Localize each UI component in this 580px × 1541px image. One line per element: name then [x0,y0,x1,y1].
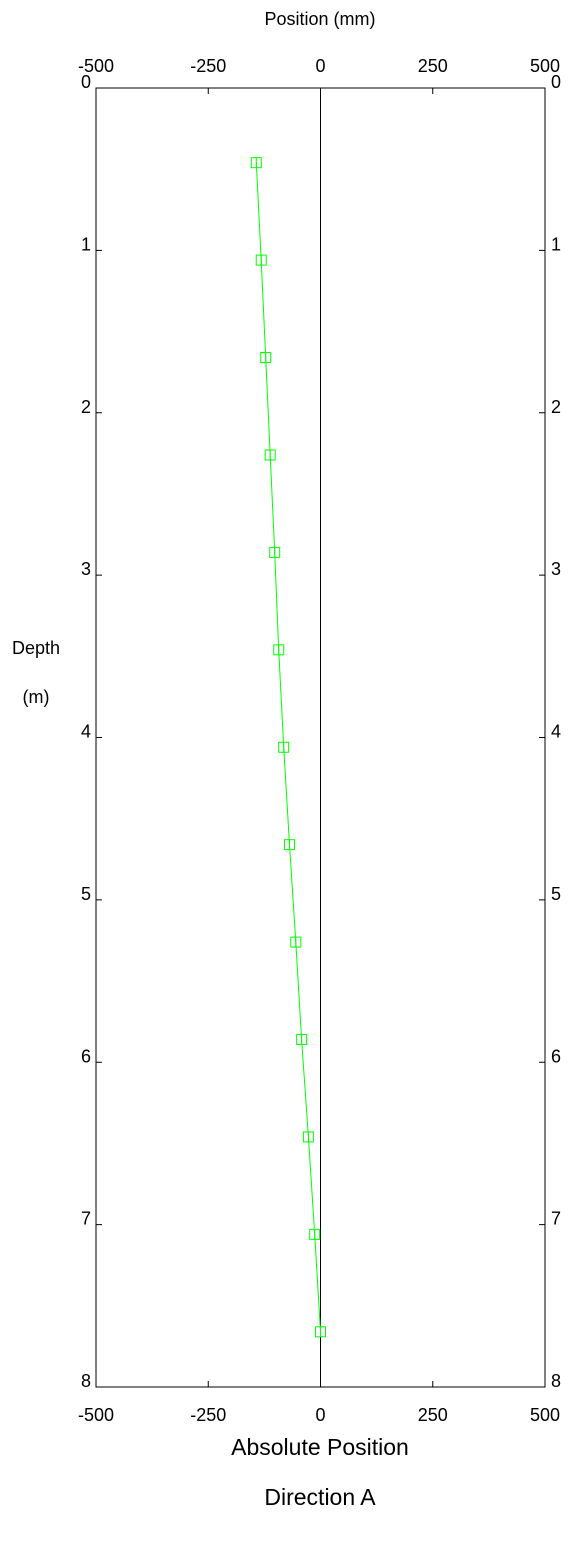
y-tick-label-left: 8 [81,1371,91,1391]
x-tick-label-bottom: 0 [315,1405,325,1425]
chart-title-line-1: Absolute Position [231,1434,409,1460]
x-axis-title: Position (mm) [264,9,375,29]
y-tick-label-left: 5 [81,884,91,904]
x-tick-label-bottom: 500 [530,1405,560,1425]
x-tick-label-top: -250 [190,56,226,76]
y-tick-label-right: 0 [551,72,561,92]
y-tick-label-right: 5 [551,884,561,904]
y-tick-label-right: 8 [551,1371,561,1391]
y-tick-label-left: 1 [81,234,91,254]
x-tick-label-bottom: -500 [78,1405,114,1425]
x-tick-label-top: 500 [530,56,560,76]
series-layer [250,157,326,1338]
y-axis-title-line-2: (m) [23,687,50,707]
chart-title-line-2: Direction A [264,1484,376,1510]
y-tick-label-left: 7 [81,1209,91,1229]
y-tick-label-right: 7 [551,1209,561,1229]
y-tick-label-right: 1 [551,234,561,254]
y-tick-label-right: 4 [551,722,561,742]
y-tick-label-left: 0 [81,72,91,92]
y-tick-label-right: 3 [551,559,561,579]
y-tick-label-left: 2 [81,397,91,417]
y-tick-label-left: 4 [81,722,91,742]
y-tick-label-left: 6 [81,1046,91,1066]
x-tick-label-top: -500 [78,56,114,76]
y-tick-label-right: 2 [551,397,561,417]
y-axis-title-line-1: Depth [12,638,60,658]
x-tick-label-top: 0 [315,56,325,76]
y-tick-label-left: 3 [81,559,91,579]
x-tick-label-bottom: 250 [418,1405,448,1425]
x-tick-label-top: 250 [418,56,448,76]
y-tick-label-right: 6 [551,1046,561,1066]
x-tick-label-bottom: -250 [190,1405,226,1425]
